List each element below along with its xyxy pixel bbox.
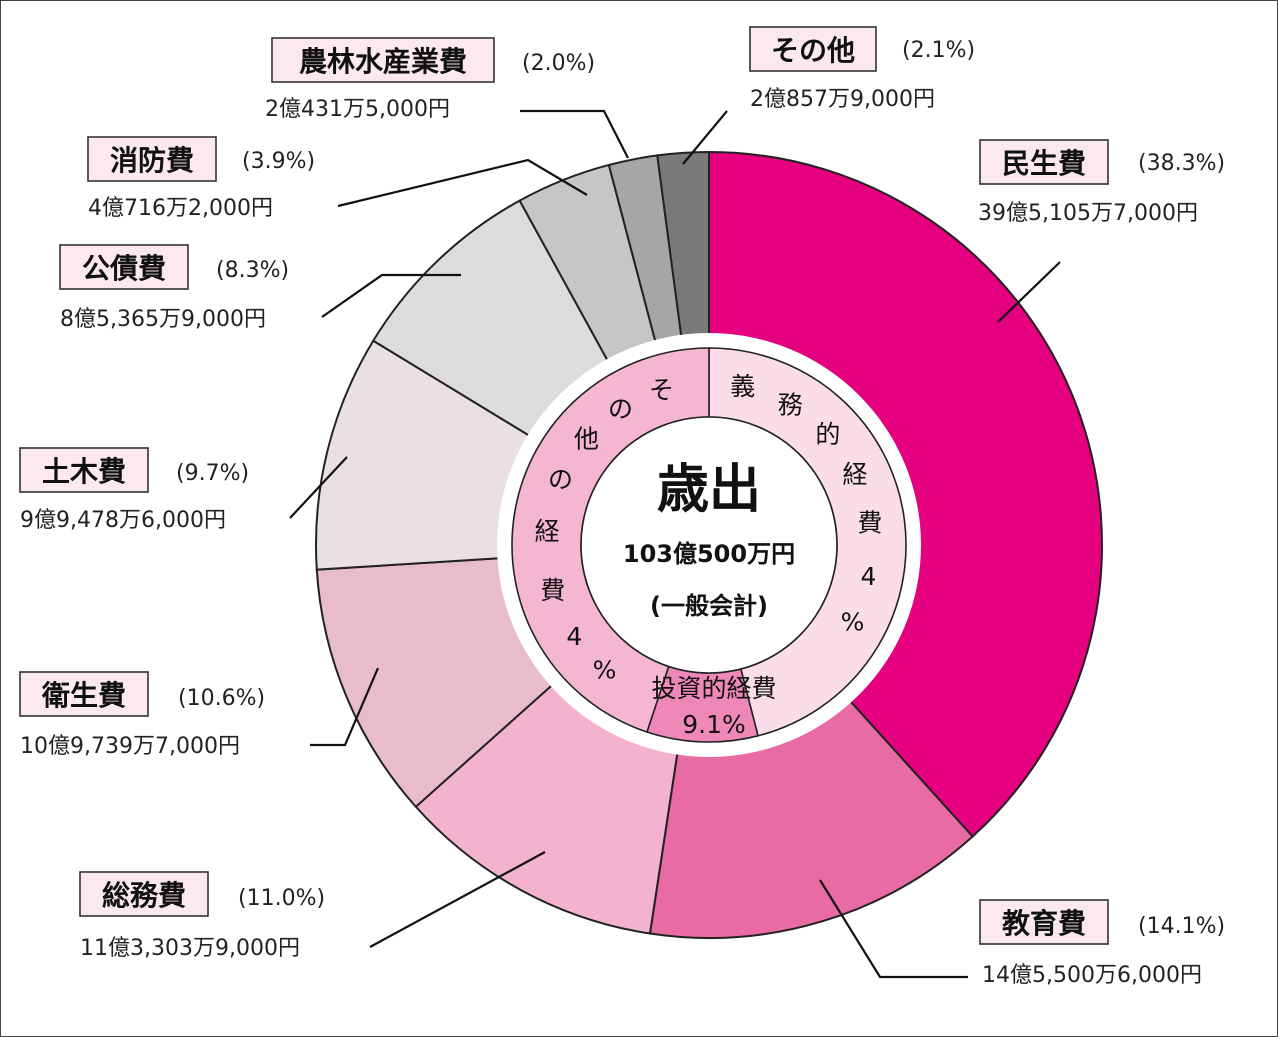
label-box-kyoiku	[979, 899, 1109, 945]
inner-char-gimu-pct-3: 0	[0, 0, 8, 6]
leader-kyoiku	[819, 879, 968, 979]
label-box-doboku	[19, 447, 149, 493]
center-disc	[580, 416, 838, 674]
inner-char-gimu-pct-0: 4	[861, 562, 877, 591]
label-amount-minsei: 39億5,105万7,000円	[978, 201, 1198, 226]
label-box-sonota	[749, 26, 877, 72]
label-name-kosai: 公債費	[82, 252, 166, 285]
leader-somu	[369, 851, 546, 948]
label-amount-kosai: 8億5,365万9,000円	[60, 307, 266, 332]
label-percent-minsei: (38.3%)	[1138, 151, 1225, 176]
inner-label-toshi: 投資的経費	[651, 674, 776, 703]
inner-char-gimu-3: 経	[843, 460, 868, 489]
inner-char-other-pct-0: 4	[566, 622, 582, 651]
label-amount-sonota: 2億857万9,000円	[750, 87, 935, 112]
inner-char-gimu-pctsign-0: %	[841, 607, 865, 636]
label-box-somu	[79, 871, 209, 917]
leader-norin	[520, 109, 629, 159]
inner-char-other-pct-3: 9	[0, 0, 8, 6]
label-amount-somu: 11億3,303万9,000円	[80, 936, 300, 961]
label-amount-shobo: 4億716万2,000円	[88, 196, 273, 221]
inner-char-other-2: 他	[574, 424, 599, 453]
inner-char-gimu-pct-2: .	[0, 0, 4, 6]
label-percent-shobo: (3.9%)	[242, 149, 315, 174]
inner-char-other-1: の	[608, 395, 633, 424]
label-percent-somu: (11.0%)	[238, 886, 325, 911]
inner-char-other-pct-1: 4	[0, 0, 8, 6]
inner-char-other-3: の	[548, 465, 573, 494]
label-box-shobo	[87, 136, 217, 182]
label-box-norin	[271, 37, 495, 83]
leader-lines	[289, 109, 1061, 979]
leader-minsei	[997, 261, 1061, 323]
label-name-norin: 農林水産業費	[299, 45, 467, 78]
center-total: 103億500万円	[623, 540, 795, 568]
label-box-eisei	[19, 671, 149, 717]
label-amount-kyoiku: 14億5,500万6,000円	[982, 963, 1202, 988]
inner-char-other-4: 経	[535, 517, 560, 546]
label-box-kosai	[59, 244, 189, 290]
leader-kosai	[321, 273, 461, 318]
label-amount-eisei: 10億9,739万7,000円	[20, 734, 240, 759]
label-amount-doboku: 9億9,478万6,000円	[20, 508, 226, 533]
label-name-kyoiku: 教育費	[1002, 907, 1086, 940]
label-box-minsei	[979, 139, 1109, 185]
label-name-eisei: 衛生費	[41, 679, 126, 712]
label-name-somu: 総務費	[102, 879, 186, 912]
leader-eisei	[310, 667, 380, 747]
label-percent-kosai: (8.3%)	[216, 258, 289, 283]
inner-char-other-pctsign-0: %	[593, 655, 617, 684]
label-name-doboku: 土木費	[42, 455, 126, 488]
label-name-minsei: 民生費	[1002, 147, 1086, 180]
label-percent-norin: (2.0%)	[522, 51, 595, 76]
inner-char-gimu-2: 的	[815, 420, 840, 449]
inner-char-gimu-1: 務	[778, 390, 803, 419]
inner-char-other-pct-2: .	[0, 0, 4, 6]
label-name-sonota: その他	[771, 34, 855, 67]
leader-doboku	[289, 456, 348, 519]
leader-shobo	[337, 158, 588, 208]
label-percent-kyoiku: (14.1%)	[1138, 914, 1225, 939]
label-name-shobo: 消防費	[110, 144, 194, 177]
leader-sonota	[682, 110, 728, 165]
inner-char-other-5: 費	[540, 576, 565, 605]
inner-char-other-0: そ	[649, 376, 674, 405]
inner-char-gimu-0: 義	[730, 372, 755, 401]
label-percent-sonota: (2.1%)	[902, 38, 975, 63]
label-amount-norin: 2億431万5,000円	[265, 97, 450, 122]
inner-char-gimu-4: 費	[857, 508, 882, 537]
center-subtitle: (一般会計)	[650, 592, 768, 620]
label-percent-doboku: (9.7%)	[176, 461, 249, 486]
inner-pct-toshi: 9.1%	[682, 710, 746, 739]
label-percent-eisei: (10.6%)	[178, 686, 265, 711]
center-title: 歳出	[657, 460, 761, 520]
inner-char-gimu-pct-1: 6	[0, 0, 8, 6]
